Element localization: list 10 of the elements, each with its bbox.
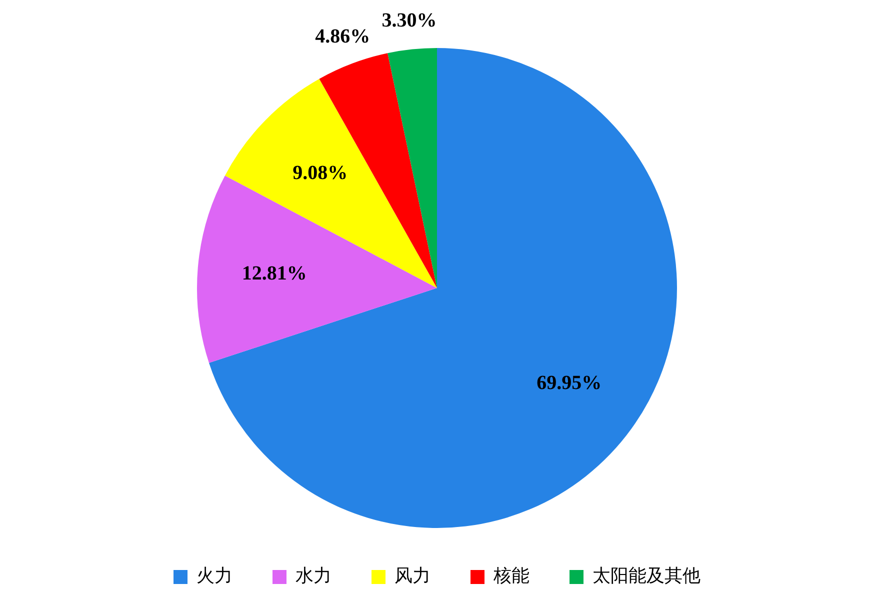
- legend-label: 水力: [296, 566, 332, 587]
- legend-label: 风力: [394, 566, 430, 587]
- data-label: 9.08%: [292, 162, 348, 184]
- data-label: 3.30%: [382, 10, 437, 32]
- data-label: 4.86%: [315, 25, 370, 48]
- data-label: 12.81%: [242, 262, 307, 284]
- legend-label: 核能: [492, 566, 530, 587]
- legend-label: 火力: [196, 566, 232, 587]
- data-label: 69.95%: [536, 372, 602, 394]
- legend-label: 太阳能及其他: [592, 566, 700, 587]
